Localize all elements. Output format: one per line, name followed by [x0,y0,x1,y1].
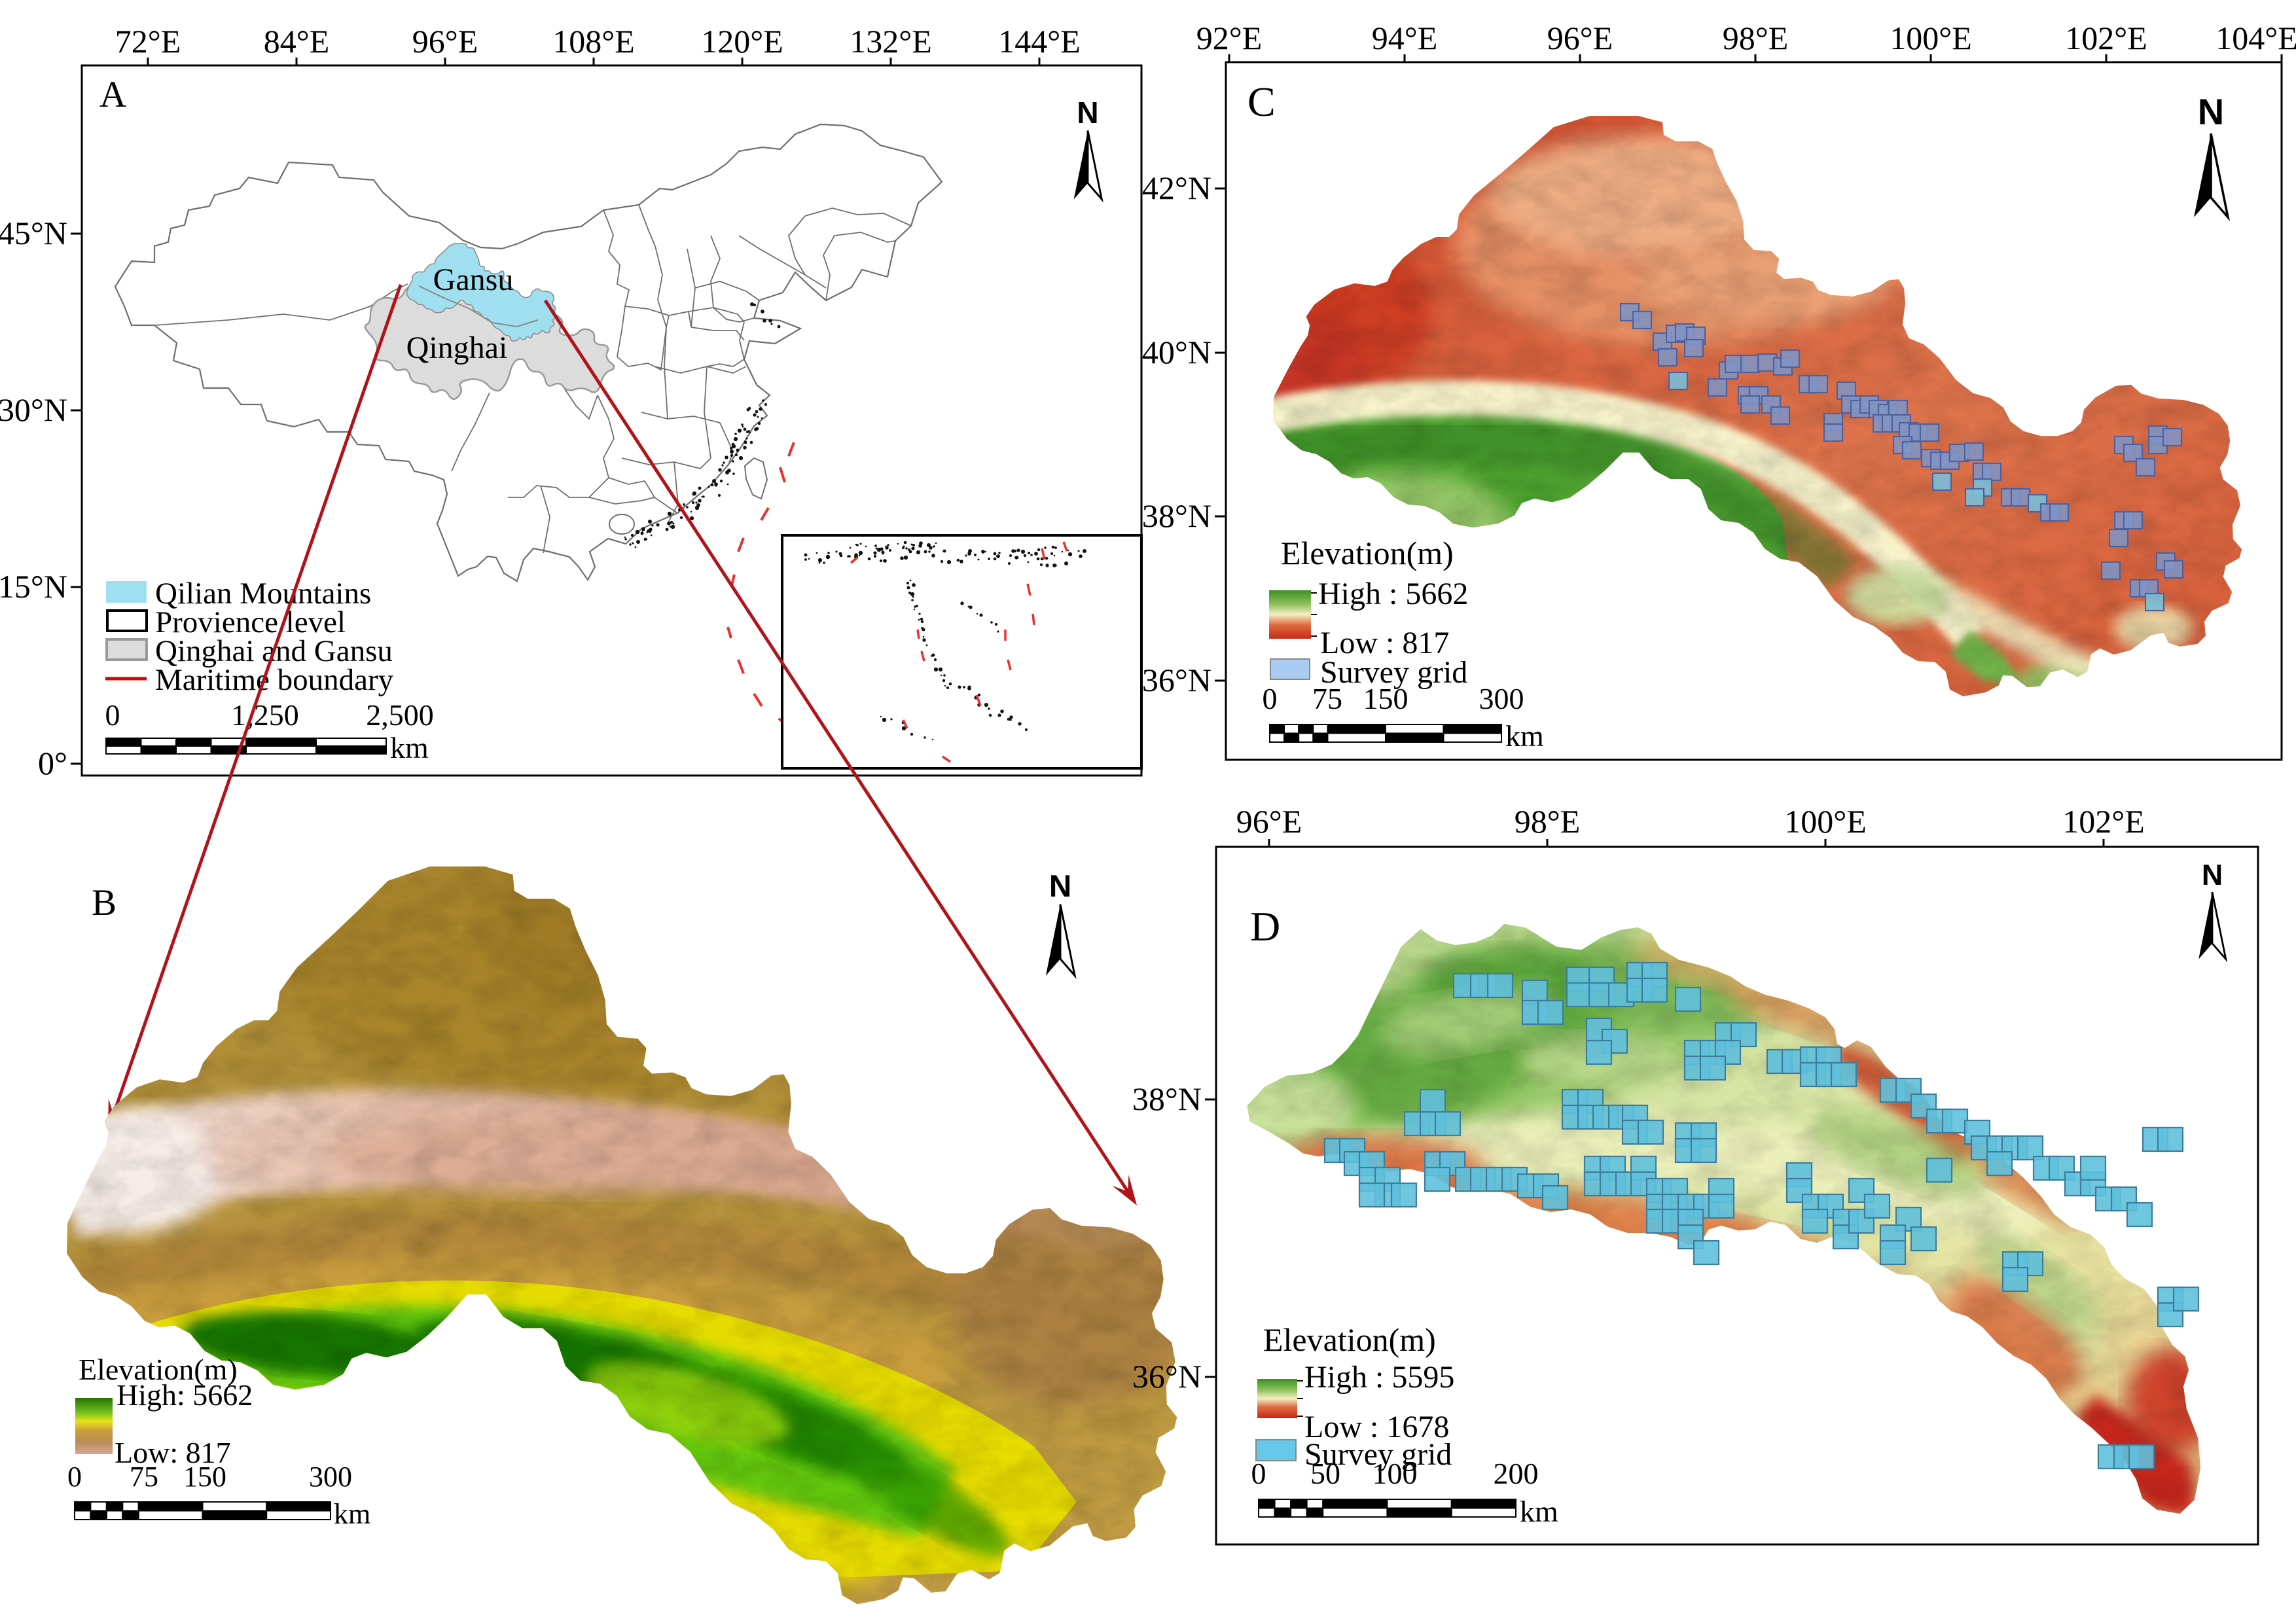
svg-text:Provience level: Provience level [155,605,346,639]
svg-text:Survey grid: Survey grid [1320,655,1467,690]
svg-text:96°E: 96°E [1547,20,1613,56]
svg-text:Qinghai: Qinghai [406,330,508,365]
svg-text:98°E: 98°E [1515,803,1581,840]
svg-text:300: 300 [309,1461,352,1493]
svg-text:Low : 817: Low : 817 [1320,626,1449,660]
svg-text:120°E: 120°E [701,23,783,60]
svg-text:Elevation(m): Elevation(m) [1263,1321,1436,1358]
svg-text:Elevation(m): Elevation(m) [79,1353,238,1386]
svg-text:104°E: 104°E [2215,20,2296,56]
svg-text:km: km [1520,1495,1558,1528]
svg-text:0: 0 [1251,1457,1266,1490]
svg-text:42°N: 42°N [1142,169,1211,206]
svg-text:102°E: 102°E [2062,803,2145,840]
svg-text:B: B [92,882,117,923]
svg-text:km: km [334,1498,370,1530]
svg-text:75: 75 [1312,682,1342,715]
svg-text:0: 0 [105,698,120,732]
svg-text:km: km [1505,719,1544,753]
svg-text:100°E: 100°E [1784,803,1867,840]
svg-text:200: 200 [1494,1457,1539,1490]
svg-text:40°N: 40°N [1142,334,1211,370]
svg-text:72°E: 72°E [115,23,181,60]
svg-text:30°N: 30°N [0,391,67,428]
svg-text:Low : 1678: Low : 1678 [1304,1410,1449,1444]
svg-text:A: A [99,74,126,115]
svg-text:100: 100 [1372,1457,1418,1490]
svg-text:50: 50 [1310,1457,1340,1490]
svg-text:92°E: 92°E [1196,20,1263,56]
svg-text:150: 150 [183,1461,226,1493]
svg-text:C: C [1247,79,1276,125]
svg-text:144°E: 144°E [998,23,1081,60]
svg-text:Gansu: Gansu [433,262,514,297]
svg-text:km: km [390,731,429,764]
svg-text:36°N: 36°N [1142,662,1211,698]
svg-text:96°E: 96°E [412,23,478,60]
svg-text:108°E: 108°E [552,23,635,60]
svg-text:45°N: 45°N [0,215,67,251]
svg-text:132°E: 132°E [850,23,932,60]
svg-text:98°E: 98°E [1723,20,1789,56]
svg-text:Qilian Mountains: Qilian Mountains [155,577,371,611]
svg-text:High : 5662: High : 5662 [1318,577,1468,611]
svg-text:102°E: 102°E [2065,20,2147,56]
svg-text:Low: 817: Low: 817 [115,1436,231,1469]
svg-text:36°N: 36°N [1132,1358,1202,1395]
svg-text:38°N: 38°N [1142,497,1211,534]
svg-text:0: 0 [67,1461,82,1493]
svg-text:94°E: 94°E [1372,20,1438,56]
svg-text:300: 300 [1479,682,1524,715]
svg-text:Maritime boundary: Maritime boundary [155,663,394,697]
svg-text:0: 0 [1263,682,1278,715]
svg-text:Survey grid: Survey grid [1304,1437,1452,1472]
svg-text:Elevation(m): Elevation(m) [1281,535,1454,571]
svg-text:100°E: 100°E [1890,20,1972,56]
svg-text:1,250: 1,250 [231,698,299,732]
svg-text:0°: 0° [38,745,67,781]
svg-text:75: 75 [130,1461,158,1493]
svg-text:High : 5595: High : 5595 [1304,1360,1454,1395]
svg-text:15°N: 15°N [0,568,67,605]
svg-text:84°E: 84°E [264,23,330,60]
svg-text:2,500: 2,500 [366,698,434,732]
svg-text:38°N: 38°N [1132,1080,1202,1117]
svg-text:D: D [1250,903,1280,950]
svg-text:150: 150 [1363,682,1408,715]
svg-text:96°E: 96°E [1236,803,1302,840]
svg-text:High: 5662: High: 5662 [117,1378,253,1412]
